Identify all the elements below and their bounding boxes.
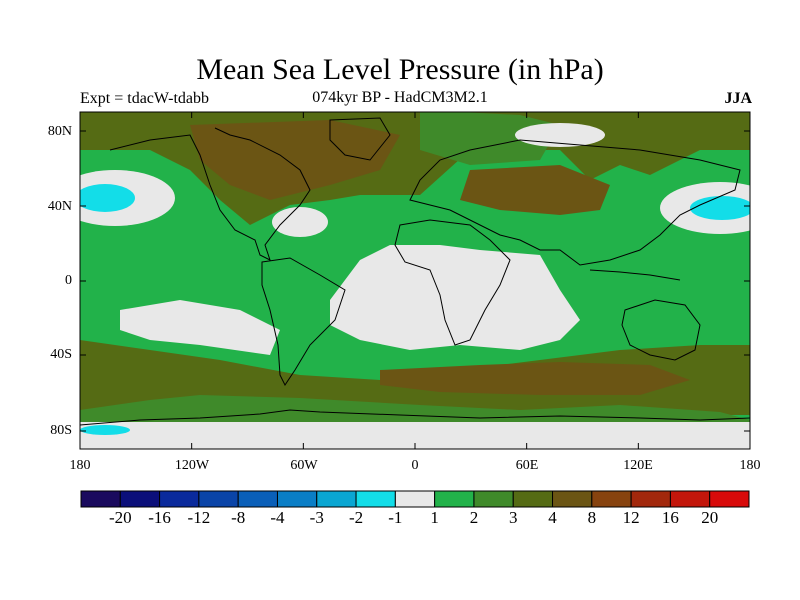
colorbar-swatch [591,490,632,508]
colorbar-label: -4 [270,508,285,527]
lat-label-80s: 80S [50,423,72,438]
field-arctic-high [190,120,400,200]
colorbar-label: 2 [469,508,479,527]
colorbar-label: -20 [108,508,132,527]
field-tropics-neutral [330,245,580,350]
colorbar-label: -16 [148,508,171,527]
lon-label-60e: 60E [515,458,539,473]
field-southern-midgreen [80,395,750,430]
colorbar-swatch [434,490,475,508]
colorbar-label: 16 [661,508,679,527]
colorbar-label: -1 [388,508,403,527]
colorbar-label: 12 [622,508,640,527]
lon-label-180e: 180 [739,458,761,473]
season-label: JJA [724,90,752,107]
colorbar-label: 1 [430,508,439,527]
colorbar-label: 3 [508,508,518,527]
colorbar-swatch [276,490,318,508]
lon-label-0: 0 [411,458,419,473]
colorbar-swatch [630,490,671,508]
colorbar [80,490,750,508]
colorbar-label: -3 [309,508,324,527]
coast-antarctica [80,409,750,426]
field-npac-east-low [690,196,750,220]
lat-label-eq: 0 [65,273,72,288]
colorbar-swatch [473,490,514,508]
lon-label-120e: 120E [623,458,653,473]
colorbar-swatch [159,490,200,508]
colorbar-swatch [552,490,593,508]
coast-australia [621,299,701,361]
field-asia-high [460,165,610,215]
colorbar-label: 4 [548,508,557,527]
lon-label-120w: 120W [174,458,210,473]
lat-label-40n: 40N [47,199,72,214]
colorbar-label: 8 [587,508,597,527]
model-subtitle: 074kyr BP - HadCM3M2.1 [312,89,488,106]
axis-ticks [79,112,751,449]
colorbar-swatch [316,490,357,508]
colorbar-label: -12 [187,508,211,527]
coast-eurasia [409,139,741,266]
lat-label-80n: 80N [47,124,72,139]
field-south-pacific-neutral [120,300,280,355]
colorbar-label: -8 [231,508,246,527]
coast-south-america [261,257,346,386]
coastlines [80,117,750,426]
field-atlantic-neutral [272,207,328,237]
colorbar-swatch [80,490,121,508]
field-mid-green-north [420,112,560,165]
experiment-label: Expt = tdacW-tdabb [80,90,209,107]
map-title: Mean Sea Level Pressure (in hPa) [196,53,604,86]
coast-africa [394,219,511,346]
coast-north-america [109,127,311,261]
coast-greenland [329,117,391,161]
lon-label-60w: 60W [290,458,318,473]
colorbar-swatch [394,490,436,508]
colorbar-swatch [198,490,239,508]
field-npac-west-low [80,184,135,212]
field-southern-high [380,362,690,395]
colorbar-swatch [119,490,161,508]
field-antarctic-low [80,425,130,435]
colorbar-swatch [355,490,396,508]
pressure-field [80,112,750,449]
lon-label-180w: 180 [69,458,91,473]
colorbar-swatch [512,490,554,508]
colorbar-label: 20 [701,508,719,527]
lat-label-40s: 40S [50,347,72,362]
colorbar-swatch [669,490,711,508]
coast-indonesia [589,269,681,281]
colorbar-label: -2 [348,508,364,527]
colorbar-swatch [237,490,278,508]
colorbar-swatch [709,490,750,508]
